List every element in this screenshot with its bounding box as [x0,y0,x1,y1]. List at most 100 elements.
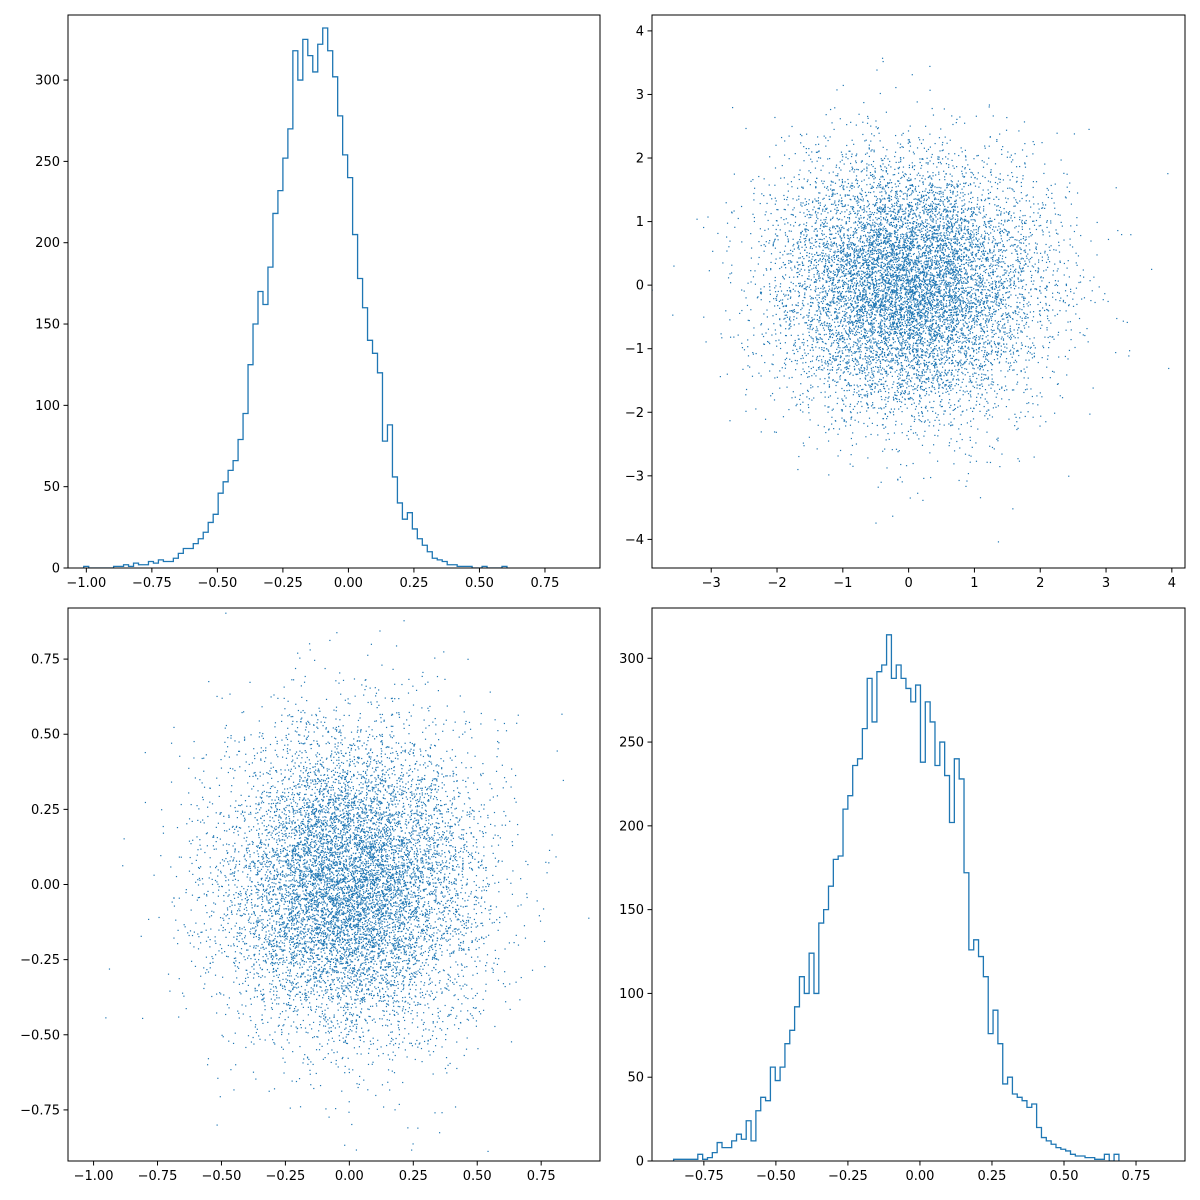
scatter-point [995,396,997,398]
scatter-point [912,348,915,350]
scatter-point [910,385,912,387]
scatter-point [866,237,868,240]
scatter-point [969,237,971,239]
scatter-point [1026,352,1028,354]
scatter-point [721,337,723,339]
scatter-point [974,315,976,317]
scatter-point [955,295,957,297]
scatter-point [911,162,913,164]
scatter-point [892,266,894,268]
scatter-point [928,223,930,225]
scatter-point [799,169,801,171]
scatter-point [886,332,889,334]
scatter-point [879,211,881,213]
scatter-point [793,309,795,311]
scatter-point [815,288,817,290]
scatter-point [868,301,870,304]
scatter-point [871,332,873,334]
x-tick-label: −0.75 [132,576,172,591]
scatter-point [983,205,985,208]
scatter-point [810,279,812,281]
scatter-point [967,226,969,228]
scatter-point [970,214,973,216]
scatter-point [921,299,924,301]
scatter-point [818,260,820,262]
scatter-point [912,299,915,301]
scatter-point [879,311,881,313]
scatter-point [991,281,994,283]
scatter-point [1020,192,1022,194]
scatter-point [921,421,923,423]
scatter-point [868,256,870,258]
scatter-point [834,291,836,293]
scatter-point [874,407,876,409]
scatter-point [942,204,945,206]
scatter-point [939,335,941,337]
scatter-point [929,304,931,307]
scatter-point [914,418,916,420]
scatter-point [937,261,939,263]
scatter-point [988,318,990,320]
scatter-point [775,144,777,146]
scatter-point [828,317,830,319]
scatter-point [951,274,954,277]
scatter-point [841,280,843,282]
scatter-point [952,255,954,257]
scatter-point [874,275,877,277]
scatter-point [860,306,862,309]
scatter-point [884,285,886,287]
scatter-point [889,366,891,368]
scatter-point [1005,211,1008,213]
scatter-point [914,279,917,281]
scatter-point [865,335,867,337]
scatter-point [1046,366,1048,368]
scatter-point [1010,294,1012,296]
scatter-point [932,202,935,204]
scatter-point [974,292,976,294]
scatter-point [916,101,918,103]
scatter-point [805,354,807,357]
scatter-point [977,289,979,291]
scatter-point [991,325,993,328]
scatter-point [841,211,843,213]
scatter-point [899,309,902,311]
scatter-point [834,228,837,230]
scatter-point [970,277,972,279]
scatter-point [935,336,937,338]
scatter-point [904,368,906,370]
scatter-point [949,299,951,302]
scatter-point [866,152,868,154]
scatter-point [852,408,854,410]
scatter-point [913,367,916,370]
scatter-point [921,158,923,160]
scatter-point [861,397,863,399]
scatter-point [884,305,886,308]
scatter-point [897,205,899,208]
scatter-point [969,183,972,185]
scatter-point [884,253,887,255]
scatter-point [919,296,921,299]
scatter-point [870,242,872,244]
scatter-point [967,276,969,278]
scatter-point [864,258,866,260]
scatter-point [984,238,986,241]
scatter-point [817,202,820,204]
scatter-point [956,191,959,193]
scatter-point [884,448,886,450]
scatter-point [965,156,967,158]
scatter-point [904,286,906,288]
scatter-point [955,301,958,303]
scatter-point [896,324,898,326]
scatter-point [915,275,917,277]
scatter-point [957,374,959,376]
scatter-point [926,361,928,364]
scatter-point [870,331,872,333]
scatter-point [955,259,957,261]
scatter-point [1020,248,1022,250]
scatter-point [954,241,956,243]
scatter-point [949,399,951,401]
scatter-point [847,280,850,282]
scatter-point [837,312,839,314]
scatter-point [789,249,792,251]
